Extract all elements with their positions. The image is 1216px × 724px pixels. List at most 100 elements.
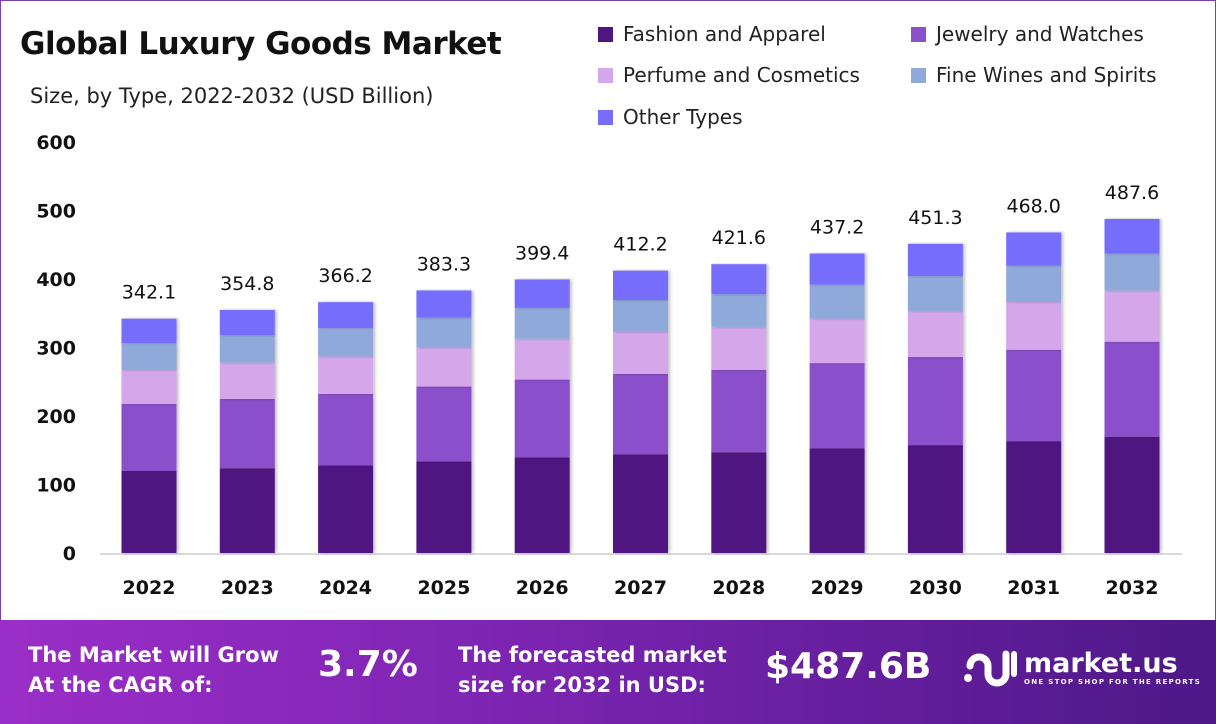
forecast-value: $487.6B xyxy=(765,646,932,687)
brand-logo: market.us ONE STOP SHOP FOR THE REPORTS xyxy=(962,646,1201,690)
y-tick-label: 0 xyxy=(63,543,76,565)
bar-segment-fashion-and-apparel xyxy=(318,465,374,553)
forecast-label-line1: The forecasted market xyxy=(458,643,727,667)
bar-segment-fine-wines-and-spirits xyxy=(514,307,570,339)
legend-item-perfume: Perfume and Cosmetics xyxy=(598,63,860,87)
legend-swatch xyxy=(598,26,613,42)
legend-item-wines: Fine Wines and Spirits xyxy=(911,63,1157,87)
total-label: 354.8 xyxy=(220,273,274,295)
total-label: 412.2 xyxy=(613,234,667,256)
cagr-label: The Market will Grow At the CAGR of: xyxy=(28,640,279,700)
bar-segment-perfume-and-cosmetics xyxy=(121,370,177,405)
legend-label: Fashion and Apparel xyxy=(623,22,826,46)
bar-segment-other-types xyxy=(318,302,374,329)
legend-label: Other Types xyxy=(623,105,743,129)
bar-segment-jewelry-and-watches xyxy=(809,363,865,449)
bar-segment-fine-wines-and-spirits xyxy=(809,284,865,319)
bar-segment-perfume-and-cosmetics xyxy=(514,338,570,380)
bar-segment-other-types xyxy=(809,253,865,285)
bar-segment-other-types xyxy=(613,270,668,300)
forecast-label: The forecasted market size for 2032 in U… xyxy=(458,640,727,700)
bar-segment-perfume-and-cosmetics xyxy=(318,356,374,394)
y-tick-label: 400 xyxy=(36,269,76,291)
total-label: 468.0 xyxy=(1006,195,1060,217)
bar-segment-fine-wines-and-spirits xyxy=(907,276,963,311)
bar-segment-fine-wines-and-spirits xyxy=(318,328,374,357)
total-label: 437.2 xyxy=(810,217,864,239)
legend-item-fashion: Fashion and Apparel xyxy=(598,22,826,46)
footer-banner: The Market will Grow At the CAGR of: 3.7… xyxy=(0,620,1216,724)
bar-segment-fashion-and-apparel xyxy=(711,452,767,553)
legend-item-other: Other Types xyxy=(598,105,743,129)
bar-segment-jewelry-and-watches xyxy=(416,386,472,462)
bar-segment-jewelry-and-watches xyxy=(1006,349,1062,442)
bar-segment-fashion-and-apparel xyxy=(809,448,865,553)
total-label: 421.6 xyxy=(712,227,766,249)
bar-segment-fashion-and-apparel xyxy=(613,454,668,553)
bar-segment-other-types xyxy=(514,279,570,308)
cagr-label-line2: At the CAGR of: xyxy=(28,673,213,697)
x-tick-label: 2032 xyxy=(1106,577,1159,599)
bar-segment-fashion-and-apparel xyxy=(416,461,472,553)
brand-name: market.us xyxy=(1024,648,1178,679)
bar-segment-jewelry-and-watches xyxy=(121,404,177,472)
bar-segment-fine-wines-and-spirits xyxy=(416,317,472,348)
x-tick-label: 2027 xyxy=(614,577,667,599)
bar-segment-fashion-and-apparel xyxy=(1104,436,1160,553)
legend-swatch xyxy=(598,109,613,125)
bar-segment-perfume-and-cosmetics xyxy=(809,318,865,364)
bar-segment-fashion-and-apparel xyxy=(514,457,570,553)
bar-segment-jewelry-and-watches xyxy=(219,398,275,469)
cagr-label-line1: The Market will Grow xyxy=(28,643,279,667)
y-tick-label: 200 xyxy=(36,406,76,428)
bar-segment-perfume-and-cosmetics xyxy=(1006,302,1062,350)
x-tick-label: 2024 xyxy=(319,577,372,599)
bar-segment-fine-wines-and-spirits xyxy=(711,294,767,327)
bar-segment-perfume-and-cosmetics xyxy=(711,326,767,370)
x-tick-label: 2031 xyxy=(1007,577,1060,599)
bar-segment-other-types xyxy=(416,290,472,318)
bar-segment-fashion-and-apparel xyxy=(1006,441,1062,553)
market-us-logo-icon xyxy=(964,650,1017,687)
x-tick-label: 2022 xyxy=(123,577,176,599)
bar-segment-other-types xyxy=(121,318,177,344)
total-label: 451.3 xyxy=(908,207,962,229)
x-tick-label: 2030 xyxy=(909,577,962,599)
bar-segment-fine-wines-and-spirits xyxy=(1006,265,1062,303)
y-tick-label: 100 xyxy=(36,475,76,497)
bar-segment-fine-wines-and-spirits xyxy=(219,335,275,363)
bar-segment-other-types xyxy=(1104,218,1160,254)
bar-segment-perfume-and-cosmetics xyxy=(613,331,668,374)
x-tick-label: 2025 xyxy=(417,577,470,599)
cagr-value: 3.7% xyxy=(318,644,418,685)
bar-segment-other-types xyxy=(1006,232,1062,266)
bar-segment-perfume-and-cosmetics xyxy=(219,362,275,399)
bar-segment-fine-wines-and-spirits xyxy=(121,343,177,371)
brand-tagline: ONE STOP SHOP FOR THE REPORTS xyxy=(1024,678,1202,686)
total-label: 342.1 xyxy=(122,282,176,304)
x-tick-label: 2028 xyxy=(712,577,765,599)
legend-label: Jewelry and Watches xyxy=(936,22,1144,46)
legend-item-jewelry: Jewelry and Watches xyxy=(911,22,1144,46)
bar-segment-perfume-and-cosmetics xyxy=(907,310,963,358)
bar-segment-jewelry-and-watches xyxy=(514,379,570,458)
legend-label: Fine Wines and Spirits xyxy=(936,63,1157,87)
y-tick-label: 600 xyxy=(36,132,76,154)
x-tick-label: 2026 xyxy=(516,577,569,599)
total-label: 399.4 xyxy=(515,242,569,264)
forecast-label-line2: size for 2032 in USD: xyxy=(458,673,706,697)
chart-subtitle: Size, by Type, 2022-2032 (USD Billion) xyxy=(30,84,434,108)
bar-segment-jewelry-and-watches xyxy=(613,373,668,455)
total-label: 487.6 xyxy=(1105,182,1159,204)
bar-segment-jewelry-and-watches xyxy=(711,369,767,453)
legend-swatch xyxy=(598,67,613,83)
bar-segment-other-types xyxy=(711,264,767,295)
total-label: 383.3 xyxy=(417,253,471,275)
total-label: 366.2 xyxy=(318,265,372,287)
legend-swatch xyxy=(911,26,926,42)
bar-segment-perfume-and-cosmetics xyxy=(416,347,472,387)
bar-segment-other-types xyxy=(907,243,963,277)
bar-segment-jewelry-and-watches xyxy=(1104,341,1160,437)
bar-segment-jewelry-and-watches xyxy=(318,393,374,466)
bar-segment-fashion-and-apparel xyxy=(219,468,275,553)
